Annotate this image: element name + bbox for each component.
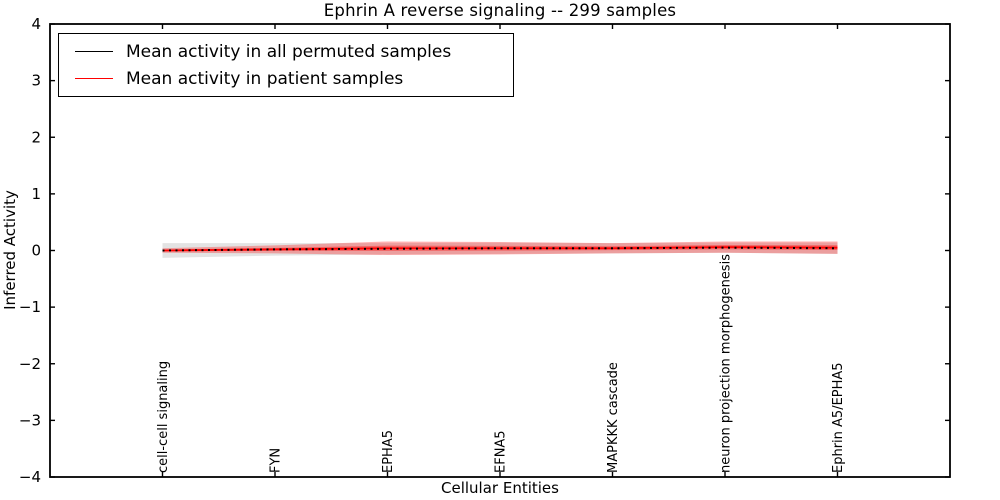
chart-title: Ephrin A reverse signaling -- 299 sample…	[323, 1, 677, 20]
x-tick-label: Ephrin A5/EPHA5	[831, 362, 846, 473]
x-tick-label: EPHA5	[381, 430, 396, 473]
legend-entry-patient: Mean activity in patient samples	[59, 67, 513, 91]
y-tick-label: −1	[19, 298, 41, 316]
y-tick-label: 3	[31, 72, 41, 90]
x-tick-label: neuron projection morphogenesis	[719, 254, 734, 473]
y-tick-label: 0	[31, 242, 41, 260]
legend-label: Mean activity in patient samples	[126, 68, 404, 89]
y-tick-label: −2	[19, 355, 41, 373]
legend-box: Mean activity in all permuted samples Me…	[58, 33, 514, 97]
y-tick-label: 1	[31, 185, 41, 203]
x-tick-label: cell-cell signaling	[156, 361, 171, 473]
y-tick-label: −4	[19, 468, 41, 486]
y-tick-label: 2	[31, 128, 41, 146]
permuted-line-swatch	[75, 51, 113, 52]
y-tick-label: −3	[19, 411, 41, 429]
y-tick-label: 4	[31, 15, 41, 33]
patient-mean-line	[162, 246, 838, 252]
legend-label: Mean activity in all permuted samples	[126, 41, 452, 62]
y-axis-label: Inferred Activity	[1, 190, 19, 310]
x-tick-label: FYN	[269, 448, 284, 473]
x-tick-label: MAPKKK cascade	[606, 362, 621, 473]
permuted-std-band	[162, 242, 838, 258]
x-axis-label: Cellular Entities	[441, 479, 559, 497]
patient-line-swatch	[75, 78, 113, 79]
legend-entry-permuted: Mean activity in all permuted samples	[59, 40, 513, 64]
x-tick-label: EFNA5	[494, 430, 509, 473]
